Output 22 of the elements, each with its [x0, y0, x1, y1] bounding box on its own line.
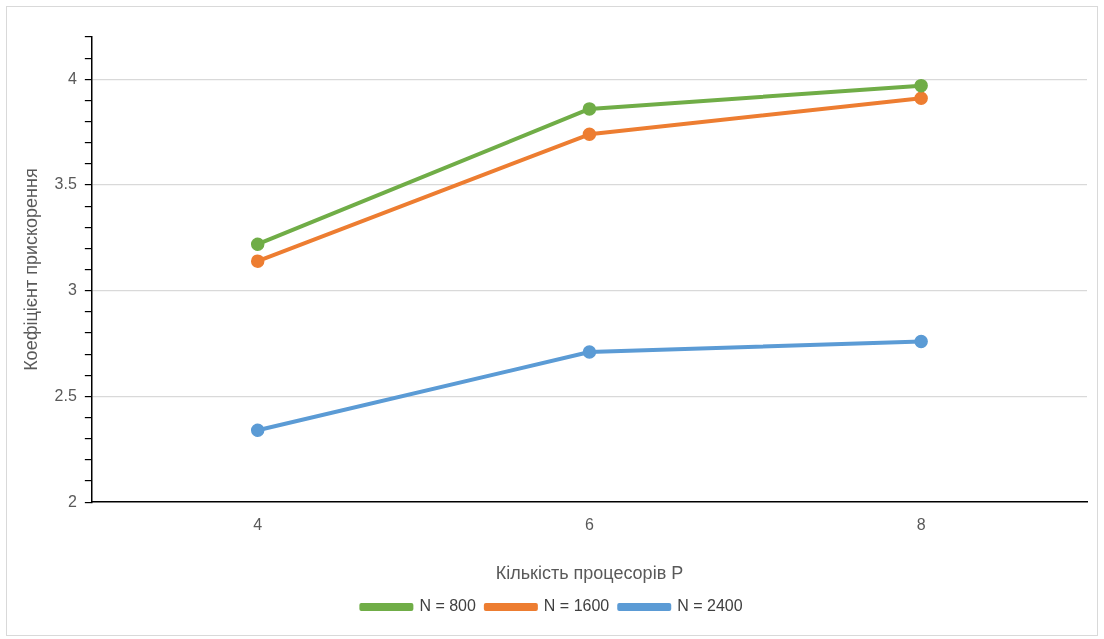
legend-label: N = 1600: [543, 597, 610, 615]
point: [582, 345, 597, 359]
x-tick-label: 4: [253, 516, 263, 534]
point: [582, 102, 597, 116]
y-tick-label: 4: [67, 69, 77, 87]
point: [250, 237, 265, 251]
legend-label: N = 2400: [677, 597, 743, 615]
point: [250, 423, 265, 438]
y-tick-label: 3: [67, 281, 77, 299]
point: [914, 91, 928, 106]
legend-label: N = 800: [419, 597, 476, 615]
y-axis-title: Коефіцієнт прискорення: [20, 168, 41, 371]
y-tick-label: 3.5: [54, 175, 77, 193]
x-axis-title: Кількість процесорів P: [495, 563, 684, 584]
point: [914, 78, 928, 93]
point: [914, 334, 928, 349]
point: [250, 254, 265, 268]
y-tick-label: 2.5: [54, 386, 77, 404]
x-tick-label: 6: [584, 516, 594, 534]
point: [582, 127, 597, 142]
x-tick-label: 8: [916, 516, 926, 534]
y-tick-label: 2: [67, 492, 77, 510]
